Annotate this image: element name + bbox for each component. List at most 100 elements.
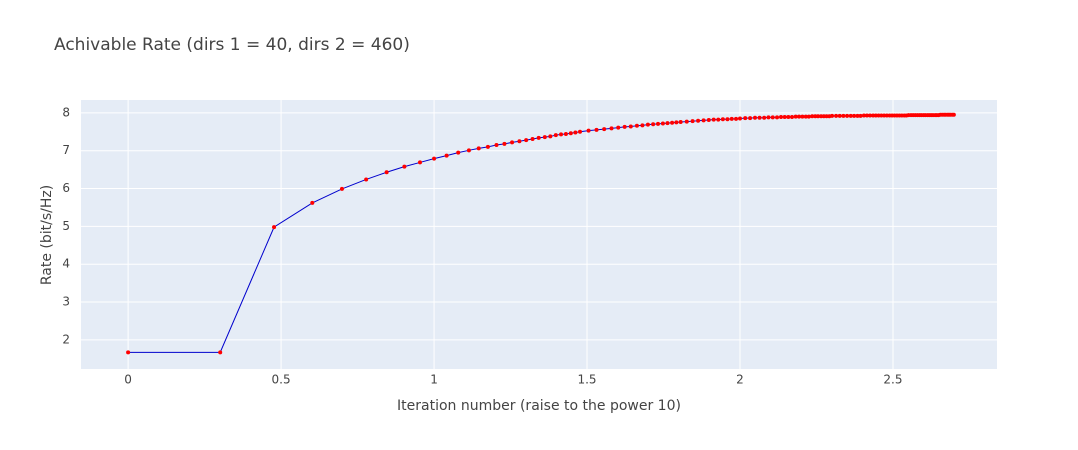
data-point [834,113,839,118]
data-point [837,113,842,118]
data-point [339,186,344,191]
data-point [656,121,661,126]
data-point [884,113,889,118]
data-point [873,113,878,118]
data-point [536,135,541,140]
data-point [577,129,582,134]
y-tick-label: 3 [62,295,70,309]
data-point [951,112,956,117]
data-point [848,113,853,118]
data-point [706,118,711,123]
data-point [272,225,277,230]
data-point [701,118,706,123]
data-point [876,113,881,118]
data-point [766,115,771,120]
y-axis-title: Rate (bit/s/Hz) [39,185,55,285]
data-point [674,120,679,125]
data-point [553,133,558,138]
data-point [824,114,829,119]
data-point [542,135,547,140]
data-point [871,113,876,118]
data-point [502,141,507,146]
data-point [729,116,734,121]
data-point [813,114,818,119]
data-point [793,114,798,119]
data-point [711,117,716,122]
data-point [651,122,656,127]
data-point [743,116,748,121]
data-point [816,114,821,119]
data-point [517,139,522,144]
data-point [696,118,701,123]
data-point [800,114,805,119]
data-point [670,120,675,125]
data-point [716,117,721,122]
data-point [384,170,389,175]
y-tick-label: 5 [62,219,70,233]
data-point [310,200,315,205]
data-point [858,113,863,118]
data-point [628,124,633,129]
data-point [476,146,481,151]
x-tick-label: 1.5 [577,373,596,387]
data-point [586,128,591,133]
data-point [594,127,599,132]
data-point [530,136,535,141]
data-point [752,115,757,120]
data-point [775,115,780,120]
data-point [524,138,529,143]
data-point [218,350,223,355]
data-point [634,123,639,128]
y-tick-label: 4 [62,257,70,271]
x-tick-label: 0 [124,373,132,387]
data-point [510,140,515,145]
data-point [417,160,422,165]
data-point [660,121,665,126]
data-point [748,116,753,121]
data-point [738,116,743,121]
data-point [126,350,131,355]
data-point [786,115,791,120]
data-point [861,113,866,118]
data-point [868,113,873,118]
y-tick-label: 6 [62,181,70,195]
y-tick-label: 7 [62,143,70,157]
data-point [622,124,627,129]
data-point [819,114,824,119]
data-point [548,134,553,139]
data-point [364,177,369,182]
data-point [852,113,857,118]
data-point [690,119,695,124]
data-point [821,114,826,119]
data-point [779,115,784,120]
plot-area [81,100,997,369]
data-point [855,113,860,118]
y-tick-label: 2 [62,332,70,346]
data-point [845,113,850,118]
data-point [432,156,437,161]
data-point [485,144,490,149]
data-point [734,116,739,121]
data-point [402,164,407,169]
data-point [810,114,815,119]
x-axis-title: Iteration number (raise to the power 10) [397,398,681,414]
data-point [665,121,670,126]
data-point [568,131,573,136]
data-point [882,113,887,118]
data-point [640,123,645,128]
data-point [790,115,795,120]
data-point [616,125,621,130]
data-point [770,115,775,120]
data-point [573,130,578,135]
data-point [806,114,811,119]
x-tick-label: 2 [736,373,744,387]
data-point [602,127,607,132]
data-point [456,150,461,155]
y-tick-label: 8 [62,105,70,119]
data-point [830,113,835,118]
data-point [879,113,884,118]
data-point [757,115,762,120]
x-tick-label: 2.5 [883,373,902,387]
data-point [797,114,802,119]
